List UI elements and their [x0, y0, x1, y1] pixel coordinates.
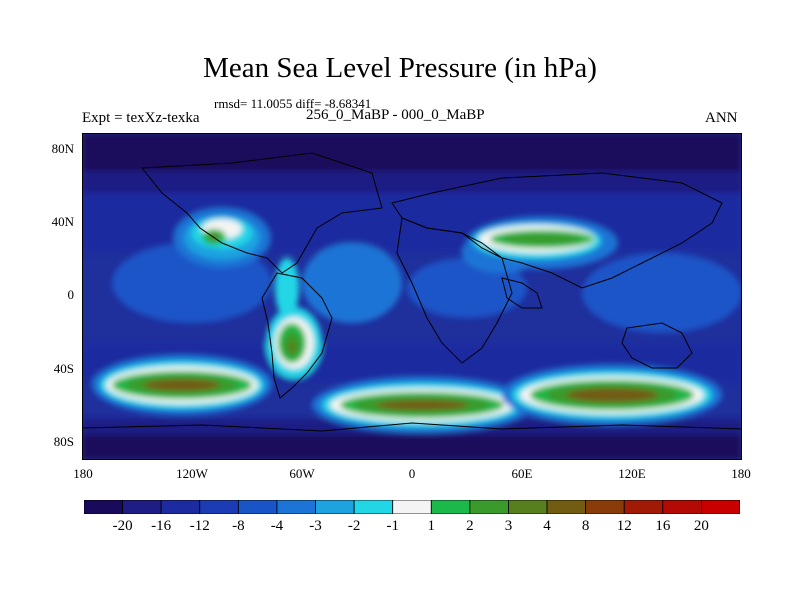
lon-tick-0: 0 [408, 466, 416, 481]
colorbar-label: -20 [112, 518, 133, 534]
map-frame [82, 133, 742, 460]
colorbar-label: -2 [347, 518, 361, 534]
lat-tick-40n: 40N [51, 214, 74, 229]
colorbar-label: -4 [270, 518, 284, 534]
season-label: ANN [705, 110, 738, 126]
colorbar-swatch [160, 500, 201, 514]
colorbar-label: -3 [309, 518, 322, 534]
colorbar-swatch [585, 500, 625, 514]
colorbar-swatch [122, 500, 162, 514]
lat-tick-0: 0 [67, 287, 75, 302]
colorbar-swatch [353, 500, 394, 514]
colorbar-label: 1 [427, 518, 436, 534]
difference-label: 256_0_MaBP - 000_0_MaBP [306, 107, 485, 123]
colorbar-label: 20 [693, 518, 709, 534]
colorbar-label: 12 [616, 518, 632, 534]
colorbar-label: -12 [189, 518, 210, 534]
lon-tick-120w: 120W [176, 466, 208, 481]
colorbar-swatch [623, 500, 664, 514]
lon-tick-180w: 180 [73, 466, 93, 481]
colorbar-swatch [84, 500, 123, 514]
colorbar-label: 4 [543, 518, 551, 534]
colorbar-swatch [276, 500, 316, 514]
lon-tick-120e: 120E [618, 466, 646, 481]
colorbar-swatch [237, 500, 278, 514]
colorbar-swatch [508, 500, 548, 514]
colorbar-swatch [199, 500, 239, 514]
colorbar-label: 16 [655, 518, 671, 534]
lon-tick-60w: 60W [289, 466, 315, 481]
colorbar [84, 500, 740, 514]
colorbar-label: -8 [232, 518, 245, 534]
colorbar-swatch [662, 500, 702, 514]
colorbar-swatch [469, 500, 509, 514]
colorbar-swatch [701, 500, 740, 514]
colorbar-label: 8 [581, 518, 590, 534]
colorbar-swatch [430, 500, 471, 514]
lon-tick-180e: 180 [731, 466, 751, 481]
stats-label: rmsd= 11.0055 diff= -8.68341 [214, 96, 372, 111]
colorbar-swatch [392, 500, 432, 514]
colorbar-label: -16 [151, 518, 172, 534]
colorbar-swatch [546, 500, 587, 514]
colorbar-swatch [315, 500, 355, 514]
pressure-field [82, 133, 742, 460]
colorbar-label: 2 [466, 518, 474, 534]
page-title: Mean Sea Level Pressure (in hPa) [203, 52, 597, 84]
colorbar-label: 3 [504, 518, 513, 534]
experiment-label: Expt = texXz-texka [82, 110, 200, 126]
lat-tick-40s: 40S [53, 361, 74, 376]
lon-tick-60e: 60E [511, 466, 533, 481]
pressure-anomaly-map [82, 133, 742, 460]
coastline-icon [82, 152, 742, 432]
lat-tick-80s: 80S [53, 434, 74, 449]
lat-tick-80n: 80N [51, 141, 74, 156]
colorbar-label: -1 [386, 518, 399, 534]
